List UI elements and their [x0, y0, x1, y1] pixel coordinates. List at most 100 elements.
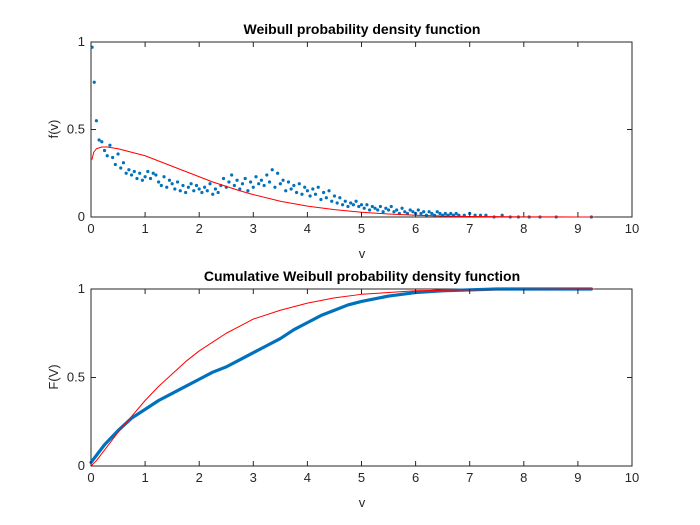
data-point	[311, 187, 315, 191]
data-point	[278, 182, 282, 186]
data-point	[262, 183, 266, 188]
x-tick-label: 5	[358, 221, 365, 236]
data-point	[140, 178, 144, 182]
x-tick-label: 9	[574, 221, 581, 236]
y-tick-label: 0	[78, 458, 85, 473]
top-x-axis-label: v	[359, 246, 366, 261]
data-point	[124, 171, 128, 175]
data-point	[411, 210, 415, 214]
data-point	[381, 210, 385, 214]
data-point	[129, 173, 134, 177]
data-point	[284, 189, 288, 193]
bottom-axis-ticks: 0 1 2 3 4 5 6 7 8 9 10 0 0.5 1	[67, 281, 639, 485]
data-point	[135, 176, 139, 181]
top-axis-ticks: 0 1 2 3 4 5 6 7 8 9 10 0 0.5 1	[67, 34, 639, 236]
data-point	[335, 201, 339, 205]
data-point	[435, 210, 439, 214]
data-point	[392, 210, 396, 214]
data-point	[346, 204, 350, 209]
data-point	[338, 196, 342, 200]
y-tick-label: 0	[78, 209, 85, 224]
data-point	[162, 175, 166, 179]
data-point	[119, 166, 123, 170]
data-point	[159, 183, 163, 188]
data-point	[246, 189, 250, 193]
data-point	[157, 180, 161, 184]
data-point	[102, 148, 107, 153]
data-point	[97, 138, 101, 142]
data-point	[243, 176, 247, 181]
data-point	[343, 199, 347, 203]
data-point	[127, 168, 131, 172]
data-point	[454, 211, 458, 216]
data-point	[405, 211, 410, 216]
fitted-curve-line	[90, 288, 595, 467]
data-point	[165, 185, 169, 189]
data-point	[400, 206, 404, 210]
data-point	[143, 175, 147, 179]
data-point	[248, 180, 253, 184]
data-point	[330, 199, 334, 203]
data-point	[138, 171, 142, 175]
data-point	[94, 119, 99, 123]
data-point	[221, 176, 226, 181]
top-subplot: Weibull probability density function 0 1 2…	[46, 21, 639, 261]
data-point	[292, 183, 296, 188]
data-point	[238, 187, 242, 191]
data-point	[265, 173, 269, 177]
data-point	[386, 208, 391, 212]
x-tick-label: 6	[412, 221, 419, 236]
bottom-y-axis-label: F(V)	[46, 364, 61, 389]
data-point	[332, 194, 337, 198]
bottom-plot-area	[90, 288, 633, 467]
data-point	[208, 182, 212, 186]
x-tick-label: 2	[196, 470, 203, 485]
x-tick-label: 7	[466, 221, 473, 236]
data-point	[205, 189, 209, 193]
data-point	[259, 178, 264, 182]
data-point	[197, 187, 201, 191]
data-point	[484, 213, 488, 217]
data-point	[316, 185, 320, 189]
data-point	[181, 183, 185, 188]
x-tick-label: 10	[625, 470, 639, 485]
data-point	[213, 187, 218, 191]
data-point	[289, 187, 293, 191]
x-tick-label: 0	[87, 221, 94, 236]
data-point	[194, 183, 199, 188]
data-point	[211, 192, 215, 196]
data-point	[92, 80, 96, 84]
data-point	[189, 182, 193, 186]
data-point	[422, 210, 426, 214]
data-point	[359, 203, 364, 207]
data-point	[273, 185, 277, 189]
data-point	[408, 208, 412, 212]
bottom-chart-title: Cumulative Weibull probability density f…	[204, 268, 520, 284]
data-point	[389, 204, 393, 209]
data-point	[373, 206, 377, 210]
data-point	[175, 180, 180, 184]
y-tick-label: 0.5	[67, 370, 85, 385]
data-point	[419, 211, 423, 216]
bottom-x-axis-label: v	[359, 495, 366, 510]
data-point	[378, 204, 383, 209]
data-point	[184, 190, 188, 195]
x-tick-label: 5	[358, 470, 365, 485]
data-point	[384, 206, 388, 210]
data-point	[200, 190, 204, 195]
data-point	[121, 161, 126, 165]
data-point	[267, 180, 272, 184]
data-point	[100, 140, 104, 144]
data-point	[365, 203, 369, 207]
x-tick-label: 10	[625, 221, 639, 236]
data-point	[297, 182, 301, 186]
top-chart-title: Weibull probability density function	[244, 21, 481, 37]
data-point	[449, 211, 453, 216]
data-point	[319, 197, 323, 202]
data-point	[403, 210, 407, 214]
x-tick-label: 1	[141, 221, 148, 236]
data-point	[167, 178, 172, 182]
data-point	[170, 182, 174, 186]
x-tick-label: 2	[196, 221, 203, 236]
data-point	[113, 162, 117, 167]
